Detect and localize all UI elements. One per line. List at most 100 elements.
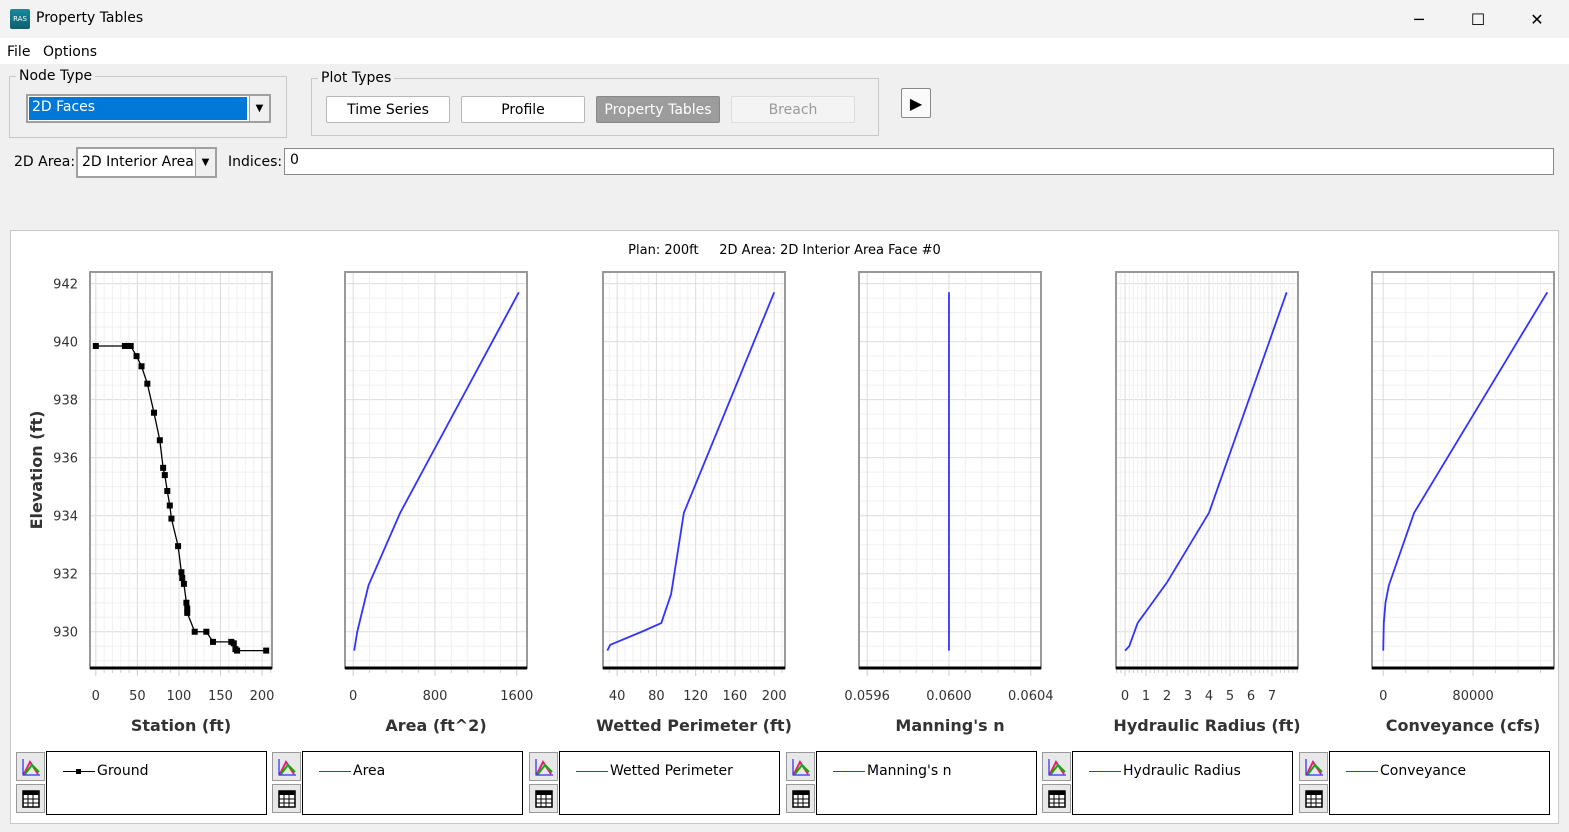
- plot-3: 0.0596 0.0600 0.0604 Manning's n: [844, 271, 1054, 735]
- legend-label: Area: [353, 763, 386, 779]
- data-point: [180, 580, 187, 587]
- minimize-button[interactable]: ─: [1414, 9, 1424, 29]
- data-point: [234, 647, 241, 654]
- plot-types-label: Plot Types: [321, 70, 392, 86]
- legend-box: Manning's n: [816, 751, 1037, 815]
- data-point: [138, 363, 145, 370]
- table-icon[interactable]: [529, 784, 558, 813]
- x-tick-label: 150: [208, 689, 233, 704]
- node-type-dropdown[interactable]: 2D Faces ▼: [26, 94, 271, 123]
- x-tick-label: 5: [1226, 689, 1234, 704]
- menu-options[interactable]: Options: [43, 44, 98, 60]
- legend-swatch: [1089, 771, 1121, 772]
- x-tick-label: 80: [648, 689, 665, 704]
- data-point: [166, 502, 173, 509]
- chart-options-icon[interactable]: [1042, 752, 1071, 781]
- chevron-down-icon[interactable]: ▼: [249, 96, 269, 121]
- close-button[interactable]: ✕: [1530, 9, 1544, 29]
- plot-2: 40 80 120 160 200 Wetted Perimeter (ft): [596, 271, 792, 735]
- indices-input[interactable]: 0: [284, 148, 1554, 175]
- time-series-button[interactable]: Time Series: [326, 96, 450, 123]
- x-tick-label: 3: [1184, 689, 1192, 704]
- plot-frame: [858, 271, 1042, 669]
- window-title: Property Tables: [36, 10, 144, 26]
- data-point: [230, 640, 237, 647]
- x-tick-label: 6: [1247, 689, 1255, 704]
- node-type-label: Node Type: [19, 68, 93, 84]
- x-tick-label: 0.0600: [926, 689, 972, 704]
- data-point: [179, 575, 186, 582]
- plot-frame: [89, 271, 273, 669]
- plot-1: 0 800 1600 Area (ft^2): [344, 271, 533, 735]
- x-tick-label: 0: [92, 689, 100, 704]
- legend-box: Conveyance: [1329, 751, 1550, 815]
- legend-label: Ground: [97, 763, 149, 779]
- x-axis-label: Wetted Perimeter (ft): [596, 716, 792, 735]
- profile-button[interactable]: Profile: [461, 96, 585, 123]
- y-tick-label: 930: [53, 626, 78, 641]
- y-tick-label: 934: [53, 510, 78, 525]
- chart-options-icon[interactable]: [1299, 752, 1328, 781]
- legend-box: Ground: [46, 751, 267, 815]
- data-point: [178, 569, 185, 576]
- table-icon[interactable]: [1299, 784, 1328, 813]
- data-point: [164, 488, 171, 495]
- data-point: [144, 380, 151, 387]
- plot-frame: [344, 271, 528, 669]
- table-icon[interactable]: [1042, 784, 1071, 813]
- x-tick-label: 0: [1379, 689, 1387, 704]
- legend-swatch: [833, 771, 865, 772]
- play-button[interactable]: ▶: [901, 88, 931, 118]
- x-axis-label: Station (ft): [131, 716, 231, 735]
- table-icon[interactable]: [272, 784, 301, 813]
- legend-swatch: [1346, 771, 1378, 772]
- x-tick-label: 2: [1163, 689, 1171, 704]
- area-label: 2D Area:: [14, 154, 76, 170]
- area-dropdown[interactable]: 2D Interior Area ▼: [76, 147, 217, 178]
- x-tick-label: 1600: [500, 689, 533, 704]
- node-type-value: 2D Faces: [29, 97, 247, 120]
- series-line: [606, 291, 776, 652]
- y-tick-label: 938: [53, 394, 78, 409]
- legend-box: Wetted Perimeter: [559, 751, 780, 815]
- chevron-down-icon[interactable]: ▼: [195, 149, 215, 176]
- x-tick-label: 40: [609, 689, 626, 704]
- x-tick-label: 80000: [1452, 689, 1493, 704]
- legend-box: Hydraulic Radius: [1072, 751, 1293, 815]
- y-tick-label: 932: [53, 568, 78, 583]
- data-point: [160, 464, 167, 471]
- legend-box: Area: [302, 751, 523, 815]
- data-point: [203, 628, 210, 635]
- node-type-group: Node Type: [9, 68, 287, 138]
- x-tick-label: 160: [723, 689, 748, 704]
- series-line: [353, 291, 520, 651]
- plot-4: 0 1 2 3 4 5 6 7 Hydraulic Radius (ft): [1113, 271, 1301, 735]
- table-icon[interactable]: [16, 784, 45, 813]
- series-line: [1382, 291, 1549, 651]
- legend-swatch: [63, 769, 95, 774]
- data-point: [92, 342, 99, 349]
- series-line: [95, 345, 267, 652]
- x-tick-label: 200: [250, 689, 275, 704]
- maximize-button[interactable]: ☐: [1470, 9, 1486, 29]
- menu-file[interactable]: File: [7, 44, 31, 60]
- breach-button[interactable]: Breach: [731, 96, 855, 123]
- x-axis-label: Conveyance (cfs): [1386, 716, 1541, 735]
- plot-0: 0 50 100 150 200 Station (ft) 930 932 934 936 938 9…: [27, 271, 275, 735]
- chart-options-icon[interactable]: [529, 752, 558, 781]
- title-bar: [0, 0, 1569, 38]
- legend-swatch: [319, 771, 351, 772]
- x-axis-label: Area (ft^2): [385, 716, 486, 735]
- data-point: [133, 353, 140, 360]
- plot-frame: [1371, 271, 1555, 669]
- property-tables-button[interactable]: Property Tables: [596, 96, 720, 123]
- menu-bar: [0, 38, 1569, 64]
- x-tick-label: 7: [1268, 689, 1276, 704]
- plot-frame: [1115, 271, 1299, 669]
- chart-options-icon[interactable]: [272, 752, 301, 781]
- x-tick-label: 0.0604: [1008, 689, 1054, 704]
- chart-options-icon[interactable]: [16, 752, 45, 781]
- chart-options-icon[interactable]: [786, 752, 815, 781]
- table-icon[interactable]: [786, 784, 815, 813]
